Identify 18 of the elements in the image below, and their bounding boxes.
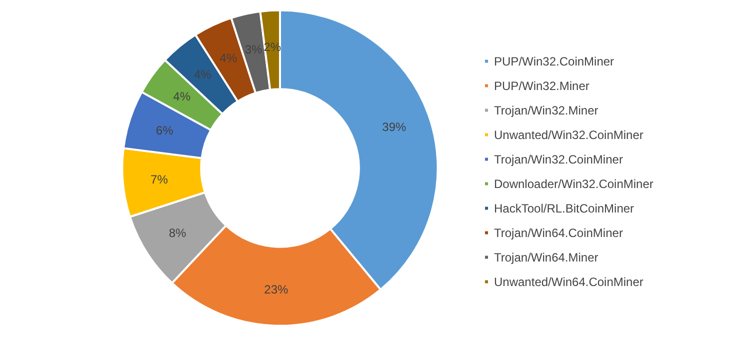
data-label: 6% (156, 124, 174, 138)
legend-label: Trojan/Win32.CoinMiner (494, 152, 623, 166)
legend-label: Unwanted/Win64.CoinMiner (494, 274, 644, 289)
data-label: 8% (168, 226, 187, 240)
legend-label: Trojan/Win64.Miner (494, 250, 598, 264)
legend-label: Trojan/Win64.CoinMiner (494, 226, 623, 240)
data-label: 4% (194, 68, 212, 82)
legend-label: PUP/Win32.Miner (494, 78, 590, 93)
data-label: 4% (220, 51, 238, 66)
data-label: 4% (173, 90, 191, 104)
data-label: 7% (150, 172, 168, 186)
data-label: 39% (382, 120, 406, 134)
legend-label: Downloader/Win32.CoinMiner (494, 176, 654, 191)
legend-label: Unwanted/Win32.CoinMiner (494, 128, 644, 142)
legend-label: HackTool/RL.BitCoinMiner (494, 201, 634, 216)
legend-label: Trojan/Win32.Miner (494, 103, 598, 118)
legend-label: PUP/Win32.CoinMiner (494, 54, 614, 68)
data-label: 23% (264, 282, 289, 296)
